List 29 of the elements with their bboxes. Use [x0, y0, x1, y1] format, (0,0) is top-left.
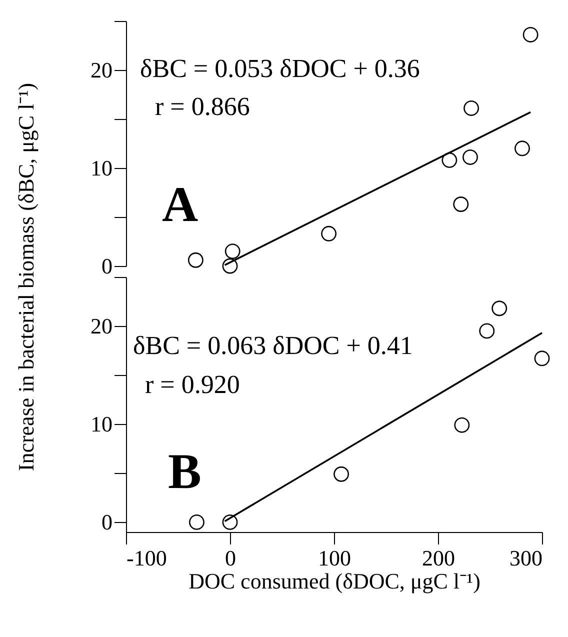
annotation: δBC = 0.063 δDOC + 0.41	[133, 331, 413, 360]
point	[321, 226, 337, 242]
x-tick-label: 100	[318, 546, 351, 570]
point	[522, 27, 538, 42]
point	[442, 152, 458, 168]
annotation: B	[168, 443, 202, 499]
annotation: A	[162, 176, 198, 232]
y-tick-label: 20	[90, 58, 112, 82]
y-tick-label: 20	[90, 314, 112, 339]
x-tick-label: 200	[422, 546, 455, 570]
y-tick-label: 0	[102, 254, 112, 278]
x-tick-label: 300	[510, 546, 542, 570]
y-tick-label: 10	[90, 412, 112, 437]
x-tick-label: -100	[126, 546, 167, 570]
point	[188, 252, 204, 268]
y-tick-label: 10	[90, 156, 112, 180]
x-tick-label: 0	[225, 546, 236, 570]
point	[224, 244, 240, 260]
point	[462, 150, 478, 165]
y-axis-title: Increase in bacterial biomass (δBC, μgC l⁻¹)	[14, 82, 38, 472]
x-axis-title: DOC consumed (δDOC, μgC l⁻¹)	[188, 568, 480, 594]
point	[222, 258, 238, 274]
annotation: r = 0.920	[145, 370, 240, 399]
y-tick-label: 0	[102, 510, 112, 535]
point	[514, 140, 530, 156]
point	[453, 196, 469, 212]
point	[464, 100, 479, 116]
annotation: δBC = 0.053 δDOC + 0.36	[140, 54, 420, 83]
annotation: r = 0.866	[155, 92, 250, 121]
